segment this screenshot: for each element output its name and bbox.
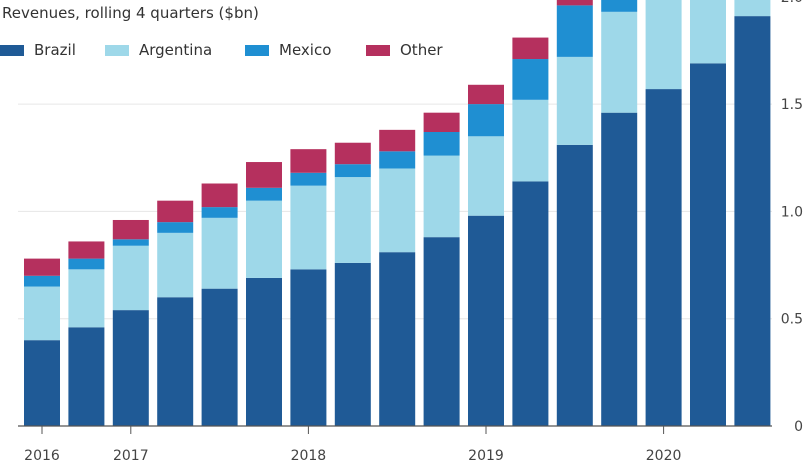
bar-segment-argentina [423, 155, 460, 238]
bar-segment-argentina [379, 168, 416, 253]
y-tick-label: 1.0 [781, 204, 803, 220]
bar-segment-mexico [24, 275, 60, 287]
bar-segment-mexico [601, 0, 638, 12]
legend-swatch-other [366, 44, 390, 56]
legend-swatch-argentina [105, 44, 129, 56]
bar-segment-argentina [334, 177, 371, 263]
bar-segment-mexico [512, 59, 549, 100]
bar-segment-other [423, 112, 460, 132]
legend-item-brazil: Brazil [0, 40, 76, 60]
bar-segment-other [112, 219, 149, 240]
bar-segment-mexico [201, 207, 238, 218]
x-tick-label: 2020 [646, 448, 682, 464]
bar-segment-brazil [556, 144, 593, 426]
bar-segment-argentina [512, 99, 549, 182]
y-tick-label: 0 [794, 419, 803, 435]
bar-segment-mexico [379, 151, 416, 169]
bar-segment-argentina [690, 0, 726, 64]
bar-segment-brazil [423, 237, 460, 426]
bar-segment-brazil [468, 215, 504, 426]
bar-segment-other [556, 0, 593, 6]
legend-item-argentina: Argentina [105, 40, 212, 60]
legend-item-other: Other [366, 40, 443, 60]
bar-segment-mexico [290, 172, 327, 186]
bar-segment-other [157, 200, 194, 223]
bar-segment-mexico [112, 239, 149, 246]
bar-segment-other [379, 129, 416, 152]
legend-label-argentina: Argentina [139, 41, 213, 59]
legend: Brazil Argentina Mexico Other [0, 40, 600, 60]
bar-segment-brazil [334, 262, 371, 426]
legend-swatch-brazil [0, 44, 24, 56]
bar-segment-brazil [645, 89, 682, 426]
bar-segment-mexico [556, 5, 593, 57]
y-tick-label: 0.5 [781, 312, 803, 328]
x-tick-label: 2019 [468, 448, 504, 464]
bar-segment-brazil [201, 288, 238, 426]
legend-label-mexico: Mexico [279, 41, 332, 59]
bar-segment-argentina [157, 232, 194, 298]
bar-segment-mexico [157, 222, 194, 233]
bar-segment-other [512, 37, 549, 60]
bar-segment-brazil [290, 269, 327, 426]
chart-title: Revenues, rolling 4 quarters ($bn) [2, 4, 259, 22]
bar-segment-other [334, 142, 371, 165]
y-tick-label: 2.0 [781, 0, 803, 6]
bar-segment-mexico [423, 131, 460, 156]
bar-segment-argentina [201, 217, 238, 289]
bar-segment-brazil [601, 112, 638, 427]
bar-segment-brazil [24, 340, 60, 426]
x-tick-label: 2017 [113, 448, 149, 464]
bar-segment-brazil [112, 310, 149, 426]
bar-segment-mexico [334, 164, 371, 178]
bar-segment-other [468, 84, 504, 105]
bar-segment-brazil [734, 16, 771, 426]
bar-segment-brazil [157, 297, 194, 426]
bar-segment-argentina [468, 136, 504, 216]
legend-label-other: Other [400, 41, 443, 59]
legend-swatch-mexico [245, 44, 269, 56]
bar-segment-brazil [379, 252, 416, 426]
bar-segment-argentina [68, 269, 105, 328]
bar-segment-mexico [246, 187, 282, 201]
x-tick-label: 2016 [24, 448, 60, 464]
bar-segment-argentina [734, 0, 771, 17]
bar-segment-other [246, 162, 282, 188]
legend-item-mexico: Mexico [245, 40, 331, 60]
bar-segment-argentina [556, 56, 593, 145]
bar-segment-argentina [601, 11, 638, 113]
bar-segment-argentina [24, 286, 60, 341]
bar-segment-mexico [468, 104, 504, 137]
bar-segment-other [24, 258, 60, 276]
bar-segment-brazil [246, 277, 282, 426]
bar-segment-other [201, 183, 238, 208]
legend-label-brazil: Brazil [34, 41, 76, 59]
bar-segment-other [68, 241, 105, 259]
bar-segment-mexico [68, 258, 105, 270]
y-tick-label: 1.5 [781, 97, 803, 113]
bar-segment-argentina [246, 200, 282, 278]
bar-segment-argentina [112, 245, 149, 311]
bar-segment-other [290, 149, 327, 173]
bar-segment-brazil [68, 327, 105, 426]
bar-segment-argentina [645, 0, 682, 90]
bar-segment-brazil [690, 63, 726, 427]
bar-segment-brazil [512, 181, 549, 426]
x-tick-label: 2018 [291, 448, 327, 464]
bar-segment-argentina [290, 185, 327, 270]
